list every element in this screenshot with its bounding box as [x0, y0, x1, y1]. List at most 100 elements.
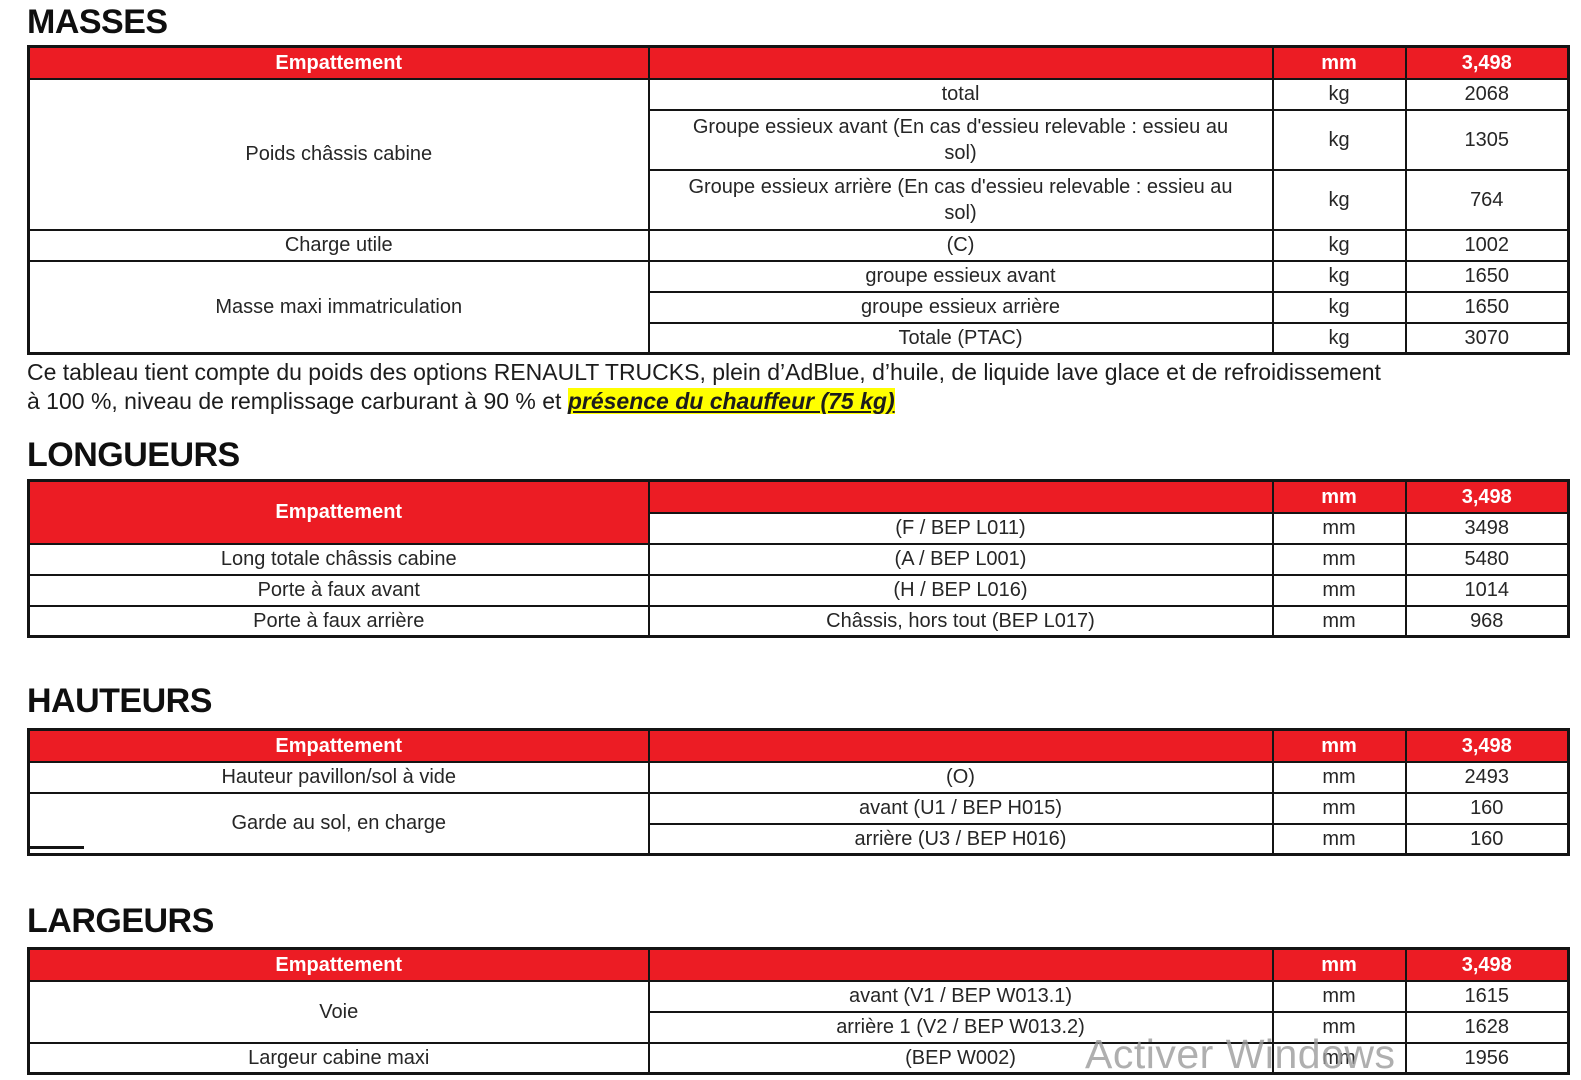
row-unit: mm	[1271, 542, 1407, 576]
row-value: 968	[1404, 604, 1570, 638]
table-row: (F / BEP L011) mm 3498	[29, 511, 1570, 545]
masses-header-label: Empattement	[27, 45, 650, 80]
row-value: 3070	[1404, 321, 1570, 355]
table-row: arrière (U3 / BEP H016) mm 160	[29, 822, 1570, 856]
masses-header-empty	[647, 45, 1274, 80]
row-unit: mm	[1271, 1041, 1407, 1075]
table-row: Largeur cabine maxi (BEP W002) mm 1956	[27, 1041, 1570, 1075]
row-value: 1956	[1404, 1041, 1570, 1075]
row-desc-text: Groupe essieux avant (En cas d'essieu re…	[692, 115, 1229, 164]
row-desc: (A / BEP L001)	[647, 542, 1274, 576]
row-unit: mm	[1271, 1010, 1407, 1044]
row-desc: (H / BEP L016)	[647, 573, 1274, 607]
row-unit: kg	[1271, 259, 1407, 293]
table-row: Totale (PTAC) kg 3070	[29, 321, 1570, 355]
table-row: Groupe essieux avant (En cas d'essieu re…	[29, 108, 1570, 171]
longueurs-title: LONGUEURS	[27, 436, 240, 474]
masses-footnote: Ce tableau tient compte du poids des opt…	[27, 358, 1581, 416]
longueurs-header-empty	[647, 479, 1274, 514]
row-unit: kg	[1271, 228, 1407, 262]
masses-group-masse: Masse maxi immatriculation	[27, 259, 650, 355]
footnote-line2: à 100 %, niveau de remplissage carburant…	[27, 387, 1581, 416]
row-label: Largeur cabine maxi	[27, 1041, 650, 1075]
table-row: Groupe essieux arrière (En cas d'essieu …	[29, 168, 1570, 231]
row-unit: mm	[1271, 511, 1407, 545]
row-unit: kg	[1271, 290, 1407, 324]
largeurs-header-row: Empattement mm 3,498	[27, 947, 1570, 982]
table-row: Voie avant (V1 / BEP W013.1) mm 1615	[27, 979, 1570, 1044]
row-value: 1014	[1404, 573, 1570, 607]
row-value: 1650	[1404, 259, 1570, 293]
largeurs-group-voie: Voie	[27, 979, 650, 1044]
row-unit: kg	[1271, 321, 1407, 355]
row-value: 160	[1404, 791, 1570, 825]
row-unit: mm	[1271, 604, 1407, 638]
footnote-highlight: présence du chauffeur (75 kg)	[567, 388, 895, 414]
masses-group-charge: Charge utile	[27, 228, 650, 262]
table-row: arrière 1 (V2 / BEP W013.2) mm 1628	[29, 1010, 1570, 1044]
row-desc: avant (V1 / BEP W013.1)	[647, 979, 1274, 1013]
activate-windows-watermark: Activer Windows	[1085, 1031, 1396, 1077]
row-value: 5480	[1404, 542, 1570, 576]
hauteurs-group-garde: Garde au sol, en charge	[27, 791, 650, 856]
row-desc-text: Groupe essieux arrière (En cas d'essieu …	[688, 175, 1233, 224]
row-label: Hauteur pavillon/sol à vide	[27, 760, 650, 794]
row-value: 160	[1404, 822, 1570, 856]
table-row: Porte à faux arrière Châssis, hors tout …	[27, 604, 1570, 638]
row-value: 2068	[1404, 77, 1570, 111]
hauteurs-header-unit: mm	[1271, 728, 1407, 763]
table-row: Poids châssis cabine total kg 2068	[27, 77, 1570, 231]
hauteurs-table: Empattement mm 3,498 Hauteur pavillon/so…	[27, 728, 1570, 856]
row-value: 1628	[1404, 1010, 1570, 1044]
largeurs-title: LARGEURS	[27, 902, 214, 940]
row-unit: kg	[1271, 77, 1407, 111]
row-value: 1615	[1404, 979, 1570, 1013]
row-desc: total	[647, 77, 1274, 111]
masses-group-poids: Poids châssis cabine	[27, 77, 650, 231]
row-desc: avant (U1 / BEP H015)	[647, 791, 1274, 825]
row-unit: mm	[1271, 573, 1407, 607]
row-desc: (BEP W002)	[647, 1041, 1274, 1075]
longueurs-header-label: Empattement	[27, 479, 650, 545]
row-unit: mm	[1271, 760, 1407, 794]
row-label: Porte à faux arrière	[27, 604, 650, 638]
table-row: Masse maxi immatriculation groupe essieu…	[27, 259, 1570, 355]
row-unit: kg	[1271, 108, 1407, 171]
row-value: 2493	[1404, 760, 1570, 794]
largeurs-header-empty	[647, 947, 1274, 982]
hauteurs-header-row: Empattement mm 3,498	[27, 728, 1570, 763]
row-value: 764	[1404, 168, 1570, 231]
masses-header-value: 3,498	[1404, 45, 1570, 80]
table-corner-artifact	[27, 839, 84, 849]
masses-table: Empattement mm 3,498 Poids châssis cabin…	[27, 45, 1570, 355]
largeurs-table: Empattement mm 3,498 Voie avant (V1 / BE…	[27, 947, 1570, 1075]
longueurs-table: Empattement mm 3,498 (F / BEP L011) mm 3…	[27, 479, 1570, 638]
row-value: 1002	[1404, 228, 1570, 262]
table-row: Garde au sol, en charge avant (U1 / BEP …	[27, 791, 1570, 856]
table-row: Charge utile (C) kg 1002	[27, 228, 1570, 262]
longueurs-header-value: 3,498	[1404, 479, 1570, 514]
row-unit: kg	[1271, 168, 1407, 231]
row-unit: mm	[1271, 822, 1407, 856]
footnote-line2-prefix: à 100 %, niveau de remplissage carburant…	[27, 388, 568, 414]
masses-header-unit: mm	[1271, 45, 1407, 80]
longueurs-header-unit: mm	[1271, 479, 1407, 514]
longueurs-header-row: Empattement mm 3,498	[27, 479, 1570, 545]
table-row: Hauteur pavillon/sol à vide (O) mm 2493	[27, 760, 1570, 794]
row-label: Porte à faux avant	[27, 573, 650, 607]
table-row: groupe essieux arrière kg 1650	[29, 290, 1570, 324]
row-desc: (C)	[647, 228, 1274, 262]
hauteurs-header-empty	[647, 728, 1274, 763]
row-desc: groupe essieux avant	[647, 259, 1274, 293]
row-value: 1650	[1404, 290, 1570, 324]
masses-header-row: Empattement mm 3,498	[27, 45, 1570, 80]
largeurs-header-label: Empattement	[27, 947, 650, 982]
largeurs-header-value: 3,498	[1404, 947, 1570, 982]
row-label: Long totale châssis cabine	[27, 542, 650, 576]
hauteurs-title: HAUTEURS	[27, 682, 212, 720]
largeurs-header-unit: mm	[1271, 947, 1407, 982]
row-unit: mm	[1271, 979, 1407, 1013]
row-desc: (O)	[647, 760, 1274, 794]
masses-title: MASSES	[27, 3, 168, 41]
